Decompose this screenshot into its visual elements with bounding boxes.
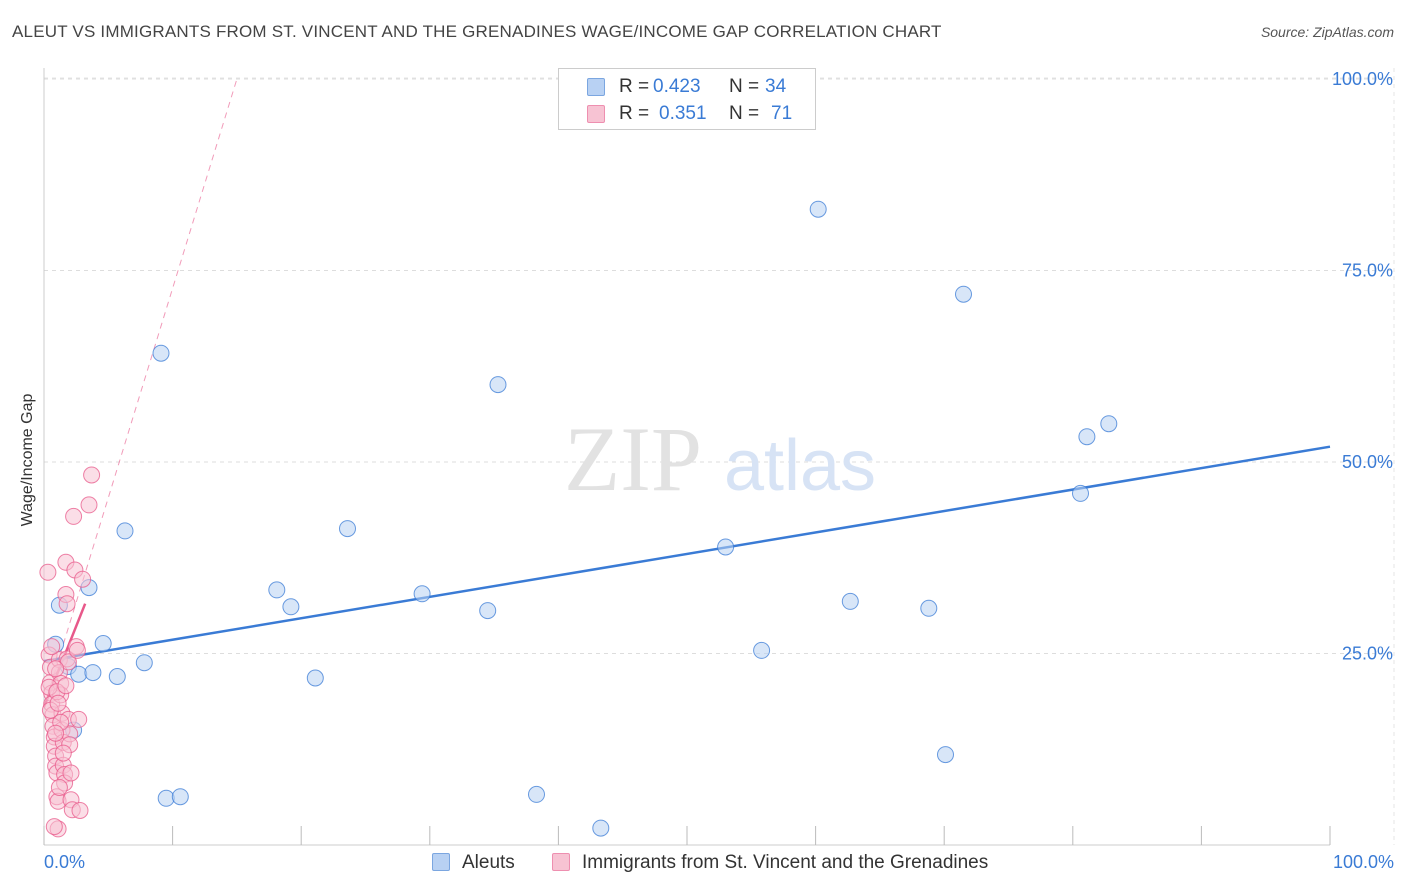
data-point-immigrants — [71, 802, 89, 819]
grid-lines — [44, 68, 1395, 845]
series-legend-item-immigrants[interactable]: Immigrants from St. Vincent and the Gren… — [552, 852, 988, 874]
legend-n-label: N = — [729, 103, 760, 124]
data-point-immigrants — [58, 595, 76, 613]
data-points — [39, 200, 1118, 838]
data-point-aleuts — [116, 522, 134, 540]
series-legend-swatch-aleuts — [432, 853, 450, 871]
data-point-aleuts — [1072, 484, 1089, 502]
data-point-immigrants — [49, 694, 67, 712]
data-point-aleuts — [152, 344, 170, 362]
data-point-immigrants — [62, 764, 80, 782]
data-point-aleuts — [135, 654, 153, 672]
data-point-aleuts — [157, 789, 175, 807]
data-point-aleuts — [413, 585, 431, 603]
legend-swatch-immigrants — [587, 105, 605, 123]
data-point-aleuts — [1100, 415, 1118, 433]
watermark-atlas: atlas — [724, 426, 876, 506]
legend-r-label: R = — [619, 103, 650, 124]
stats-legend: R = 0.423 N = 34 R = 0.351 N = 71 — [558, 68, 816, 130]
y-tick-labels: 100.0% 75.0% 50.0% 25.0% — [1332, 69, 1393, 664]
stats-legend-row-immigrants: R = 0.351 N = 71 — [559, 101, 815, 127]
chart-title: ALEUT VS IMMIGRANTS FROM ST. VINCENT AND… — [12, 22, 942, 41]
x-tick-label-max: 100.0% — [1332, 852, 1394, 872]
trend-line-aleuts — [43, 445, 1331, 663]
data-point-immigrants — [74, 570, 92, 588]
data-point-immigrants — [54, 744, 72, 762]
data-point-immigrants — [68, 641, 86, 659]
trend-line-immigrants-extended — [43, 78, 238, 708]
data-point-immigrants — [65, 507, 83, 525]
data-point-immigrants — [39, 563, 57, 581]
y-tick-label: 25.0% — [1342, 644, 1393, 664]
y-axis-label: Wage/Income Gap — [19, 393, 36, 527]
series-legend-label-immigrants: Immigrants from St. Vincent and the Gren… — [582, 852, 989, 873]
source-label: Source: ZipAtlas.com — [1260, 24, 1394, 40]
data-point-aleuts — [717, 538, 735, 556]
data-point-immigrants — [47, 724, 65, 742]
series-legend: Aleuts Immigrants from St. Vincent and t… — [0, 852, 1406, 878]
legend-r-label: R = — [619, 76, 650, 97]
data-point-aleuts — [479, 602, 497, 620]
y-tick-label: 75.0% — [1342, 261, 1393, 281]
data-point-aleuts — [841, 592, 859, 610]
data-point-aleuts — [809, 200, 827, 218]
legend-swatch-aleuts — [587, 78, 605, 96]
data-point-aleuts — [84, 664, 102, 682]
data-point-aleuts — [528, 785, 545, 803]
data-point-aleuts — [282, 598, 300, 616]
data-point-immigrants — [83, 466, 101, 484]
data-point-aleuts — [955, 285, 972, 303]
data-point-aleuts — [489, 376, 507, 394]
data-point-aleuts — [920, 599, 938, 617]
series-legend-swatch-immigrants — [552, 853, 570, 871]
data-point-aleuts — [94, 635, 112, 652]
data-point-immigrants — [50, 779, 68, 796]
data-point-aleuts — [108, 668, 126, 685]
series-legend-item-aleuts[interactable]: Aleuts — [432, 852, 515, 874]
data-point-aleuts — [937, 746, 954, 764]
trend-lines — [42, 78, 1331, 708]
series-legend-label-aleuts: Aleuts — [462, 852, 515, 873]
data-point-aleuts — [339, 520, 356, 538]
data-point-aleuts — [306, 669, 324, 687]
legend-n-value: 34 — [765, 76, 787, 97]
legend-n-label: N = — [729, 76, 760, 97]
watermark-zip: ZIP — [564, 408, 702, 510]
data-point-immigrants — [45, 818, 63, 836]
data-point-aleuts — [171, 788, 189, 806]
data-point-immigrants — [47, 660, 65, 678]
data-point-aleuts — [268, 581, 286, 599]
legend-n-value: 71 — [771, 103, 793, 124]
x-tick-label-min: 0.0% — [44, 852, 86, 872]
legend-r-value: 0.423 — [653, 76, 701, 97]
data-point-immigrants — [43, 638, 61, 656]
data-point-aleuts — [592, 819, 610, 837]
legend-r-value: 0.351 — [659, 103, 707, 124]
y-axis-label-container: Wage/Income Gap — [16, 370, 40, 550]
y-tick-label: 100.0% — [1332, 69, 1393, 89]
data-point-immigrants — [70, 710, 88, 728]
watermark: ZIP atlas — [564, 408, 876, 510]
data-point-immigrants — [57, 677, 75, 695]
data-point-aleuts — [753, 641, 771, 659]
stats-legend-row-aleuts: R = 0.423 N = 34 — [559, 74, 815, 100]
data-point-immigrants — [80, 496, 98, 514]
y-tick-label: 50.0% — [1342, 452, 1393, 472]
data-point-aleuts — [1078, 428, 1096, 446]
